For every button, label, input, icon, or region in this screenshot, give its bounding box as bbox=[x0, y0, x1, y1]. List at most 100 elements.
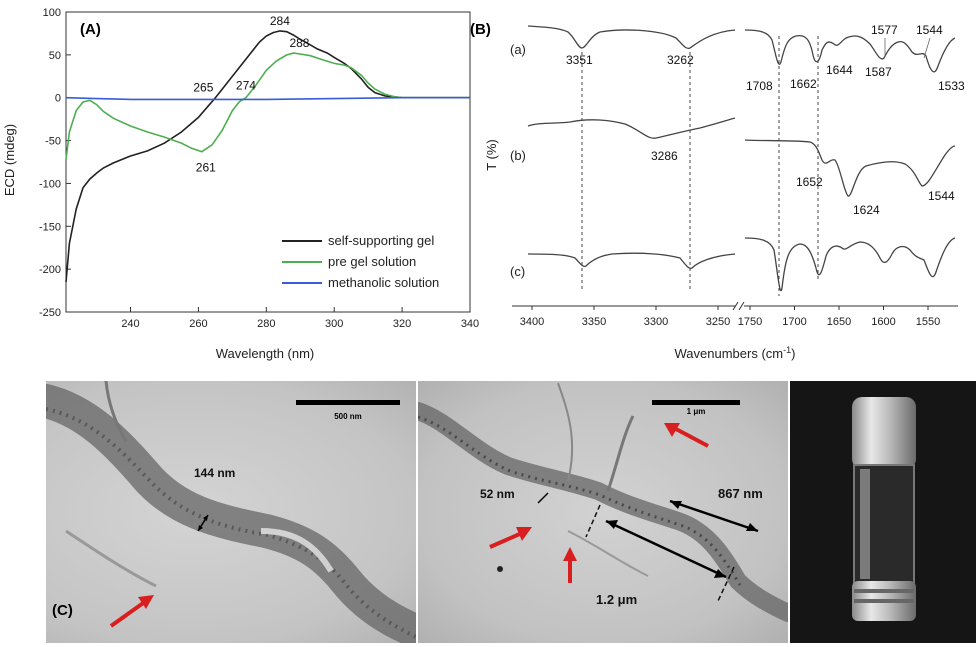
spectrum-c-left-trace bbox=[527, 252, 736, 270]
tem-image-middle: 1 μm 52 nm 867 nm 1.2 μm bbox=[418, 381, 788, 643]
ftir-x-tick-label: 1600 bbox=[871, 316, 895, 328]
arrowheads bbox=[198, 515, 208, 531]
peak-label-1587: 1587 bbox=[865, 65, 892, 79]
peak-label-1577: 1577 bbox=[871, 23, 898, 37]
length-measurement-arrow bbox=[605, 519, 727, 579]
width-measurement-arrow bbox=[669, 499, 759, 533]
peak-label-1652: 1652 bbox=[796, 175, 823, 189]
peak-label-1644: 1644 bbox=[826, 63, 853, 77]
ftir-x-tick-label: 3300 bbox=[644, 316, 668, 328]
ftir-x-tick-label: 1650 bbox=[827, 316, 851, 328]
peak-label-1544-b: 1544 bbox=[928, 189, 955, 203]
ecd-y-tick-label: -50 bbox=[45, 136, 61, 148]
ecd-y-tick-label: -200 bbox=[39, 264, 61, 276]
ecd-x-tick-label: 340 bbox=[461, 318, 479, 330]
red-arrowhead bbox=[138, 595, 154, 609]
peak-label-1544-a: 1544 bbox=[916, 23, 943, 37]
ecd-x-tick-label: 320 bbox=[393, 318, 411, 330]
thin-fiber bbox=[104, 381, 128, 442]
fiber-texture bbox=[46, 407, 416, 639]
fiber-bundle bbox=[46, 384, 416, 643]
thin-fiber bbox=[567, 530, 649, 577]
peak-label-1624: 1624 bbox=[853, 203, 880, 217]
scale-bar-label: 500 nm bbox=[334, 412, 362, 421]
red-arrow bbox=[675, 427, 709, 448]
vial-thread bbox=[854, 599, 914, 603]
ecd-annotation: 261 bbox=[196, 161, 216, 175]
ecd-y-tick-label: 0 bbox=[55, 93, 61, 105]
spectrum-a-right-trace bbox=[744, 29, 956, 73]
spectrum-c-label: (c) bbox=[510, 264, 525, 279]
ecd-annotation: 288 bbox=[289, 36, 309, 50]
ftir-y-axis-label: T (%) bbox=[484, 139, 499, 171]
red-arrowhead bbox=[664, 423, 680, 437]
ftir-x-tick-label: 1750 bbox=[738, 316, 762, 328]
peak-label-1533: 1533 bbox=[938, 79, 965, 93]
axis-break-mark bbox=[738, 301, 745, 311]
ecd-x-tick-label: 280 bbox=[257, 318, 275, 330]
fiber-gap bbox=[260, 528, 334, 573]
spectrum-c-right-trace bbox=[744, 237, 956, 292]
ftir-x-tick-label: 1700 bbox=[782, 316, 806, 328]
ftir-x-axis-label: Wavenumbers (cm-1) bbox=[675, 345, 796, 361]
scale-bar-label: 1 μm bbox=[687, 407, 706, 416]
vial-highlight bbox=[860, 469, 870, 579]
ecd-y-tick-label: 50 bbox=[49, 50, 61, 62]
ecd-y-tick-label: -100 bbox=[39, 178, 61, 190]
particle bbox=[497, 566, 503, 572]
ecd-x-tick-label: 300 bbox=[325, 318, 343, 330]
ecd-y-tick-label: -150 bbox=[39, 221, 61, 233]
ecd-annotation: 265 bbox=[193, 81, 213, 95]
ecd-x-tick-label: 260 bbox=[189, 318, 207, 330]
ecd-annotation: 274 bbox=[236, 79, 256, 93]
width-measurement-label: 52 nm bbox=[480, 487, 515, 501]
ftir-x-tick-label: 3350 bbox=[582, 316, 606, 328]
ecd-series-methanolic-solution bbox=[65, 96, 470, 101]
red-arrow bbox=[489, 531, 523, 549]
red-arrow bbox=[109, 599, 148, 628]
peak-leader-1544 bbox=[923, 37, 931, 59]
dashed-marker bbox=[585, 504, 601, 538]
tem-image-left: 500 nm 144 nm (C) bbox=[46, 381, 416, 643]
thin-fiber bbox=[606, 415, 635, 492]
arrowheads bbox=[670, 501, 758, 531]
peak-label-1708: 1708 bbox=[746, 79, 773, 93]
vial-thread bbox=[854, 589, 914, 593]
spectrum-a-left-trace bbox=[527, 25, 736, 50]
panel-b-label: (B) bbox=[470, 21, 491, 38]
ftir-x-tick-label: 1550 bbox=[916, 316, 940, 328]
width-measurement-arrow bbox=[537, 492, 549, 504]
ecd-y-tick-label: 100 bbox=[43, 7, 61, 19]
ecd-y-tick-label: -250 bbox=[39, 307, 61, 319]
vial-photo bbox=[790, 381, 976, 643]
scale-bar bbox=[296, 400, 400, 405]
red-arrowhead bbox=[516, 527, 532, 541]
ecd-plot-frame bbox=[65, 11, 471, 313]
fiber-bundle bbox=[418, 402, 788, 622]
ecd-annotation: 284 bbox=[270, 14, 290, 28]
ftir-x-tick-label: 3250 bbox=[706, 316, 730, 328]
length-measurement-label: 1.2 μm bbox=[596, 592, 637, 607]
dashed-marker bbox=[717, 566, 735, 602]
scale-bar bbox=[652, 400, 740, 405]
width-measurement-label: 144 nm bbox=[194, 466, 235, 480]
spectrum-a-label: (a) bbox=[510, 42, 526, 57]
thin-fiber bbox=[65, 529, 157, 588]
spectrum-b-left-trace bbox=[527, 117, 736, 139]
ecd-series-pre-gel-solution bbox=[65, 52, 470, 160]
ecd-series-self-supporting-gel bbox=[65, 30, 470, 283]
spectrum-b-label: (b) bbox=[510, 148, 526, 163]
spectrum-b-right-trace bbox=[744, 139, 956, 197]
red-arrowhead bbox=[563, 547, 577, 561]
peak-label-3286: 3286 bbox=[651, 149, 678, 163]
vial-cap bbox=[852, 397, 916, 469]
axis-break-mark bbox=[732, 301, 739, 311]
ftir-x-tick-label: 3400 bbox=[520, 316, 544, 328]
peak-label-3262: 3262 bbox=[667, 53, 694, 67]
ecd-x-tick-label: 240 bbox=[121, 318, 139, 330]
width-measurement-label: 867 nm bbox=[718, 486, 763, 501]
peak-label-3351: 3351 bbox=[566, 53, 593, 67]
peak-label-1662: 1662 bbox=[790, 77, 817, 91]
